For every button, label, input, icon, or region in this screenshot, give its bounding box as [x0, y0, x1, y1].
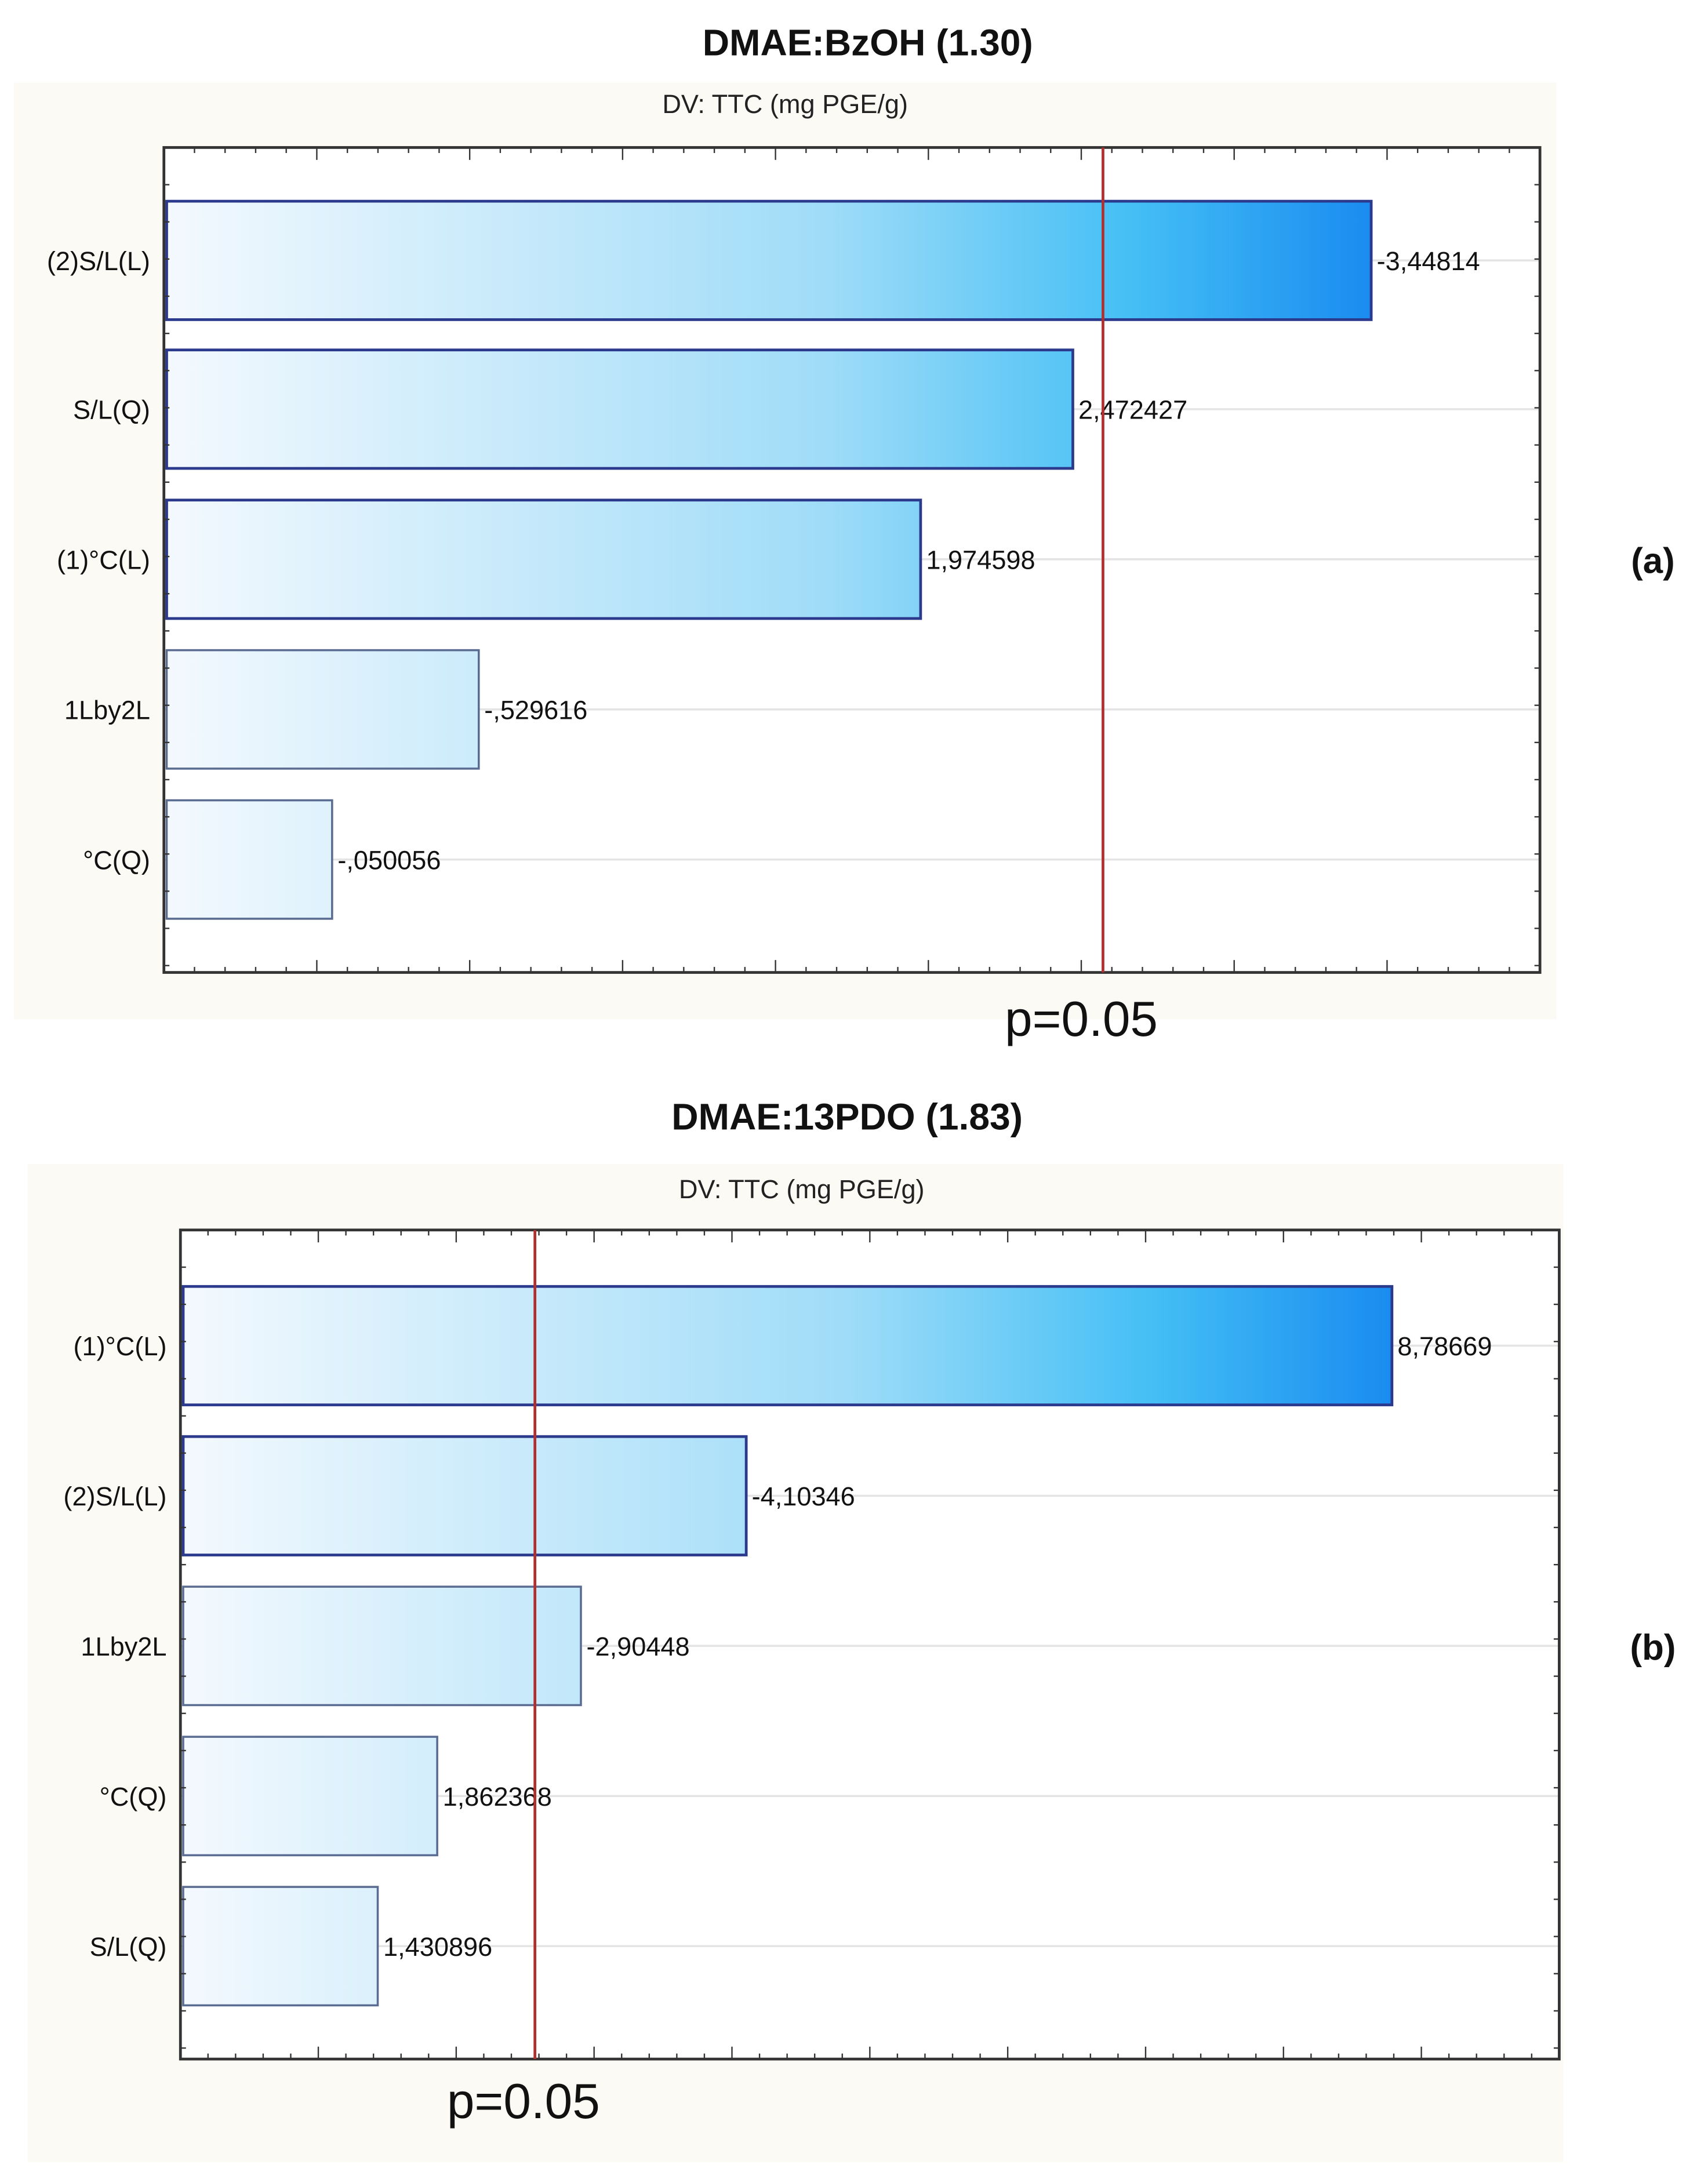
chart-a: DMAE:BzOH (1.30) DV: TTC (mg PGE/g) (2)S/L…	[13, 21, 1675, 1047]
chart-subtitle: DV: TTC (mg PGE/g)	[679, 1174, 925, 1204]
chart-b: DMAE:13PDO (1.83) DV: TTC (mg PGE/g) (1)°C…	[27, 1096, 1676, 2163]
panel-label: (b)	[1630, 1628, 1676, 1668]
value-label: 1,974598	[926, 545, 1035, 574]
bar	[165, 499, 922, 620]
category-label: 1Lby2L	[81, 1632, 166, 1661]
significance-label: p=0.05	[1005, 992, 1158, 1047]
bar	[165, 649, 480, 770]
category-label: 1Lby2L	[64, 695, 150, 725]
value-label: -3,44814	[1377, 246, 1480, 276]
plot-frame	[179, 1228, 1561, 2061]
category-label: (1)°C(L)	[57, 545, 150, 574]
category-label: °C(Q)	[100, 1782, 167, 1811]
value-label: -,529616	[484, 695, 587, 725]
value-label: -2,90448	[586, 1632, 689, 1661]
chart-subtitle: DV: TTC (mg PGE/g)	[662, 89, 908, 119]
panel-label: (a)	[1631, 541, 1675, 581]
bar	[165, 799, 333, 920]
bar	[182, 1886, 379, 2007]
value-label: 8,78669	[1397, 1332, 1492, 1361]
chart-title: DMAE:13PDO (1.83)	[671, 1096, 1023, 1137]
bar	[165, 348, 1074, 470]
plot-frame	[162, 146, 1542, 974]
value-label: 2,472427	[1078, 395, 1187, 424]
category-label: (2)S/L(L)	[63, 1482, 166, 1511]
bar	[182, 1585, 582, 1707]
bar	[181, 1435, 748, 1556]
value-label: -,050056	[337, 845, 441, 875]
category-label: (1)°C(L)	[74, 1332, 167, 1361]
bar	[165, 199, 1373, 321]
value-label: -4,10346	[752, 1482, 855, 1511]
category-label: S/L(Q)	[90, 1932, 167, 1962]
bar	[182, 1736, 438, 1857]
value-label: 1,430896	[383, 1932, 492, 1962]
bar	[181, 1285, 1394, 1406]
chart-title: DMAE:BzOH (1.30)	[703, 21, 1033, 63]
category-label: (2)S/L(L)	[47, 246, 150, 276]
category-label: °C(Q)	[83, 845, 150, 875]
category-label: S/L(Q)	[73, 395, 150, 424]
significance-label: p=0.05	[447, 2074, 600, 2129]
